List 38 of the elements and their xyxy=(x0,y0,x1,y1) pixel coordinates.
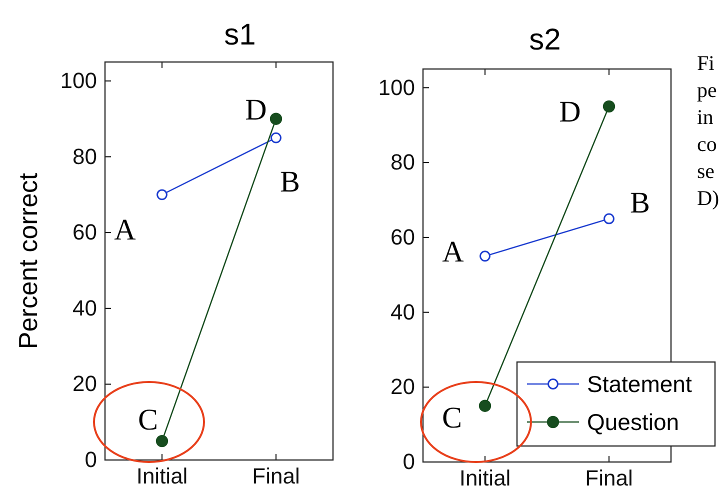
annotation: C xyxy=(138,404,158,436)
chart-title: s1 xyxy=(224,18,256,52)
y-tick-label: 20 xyxy=(390,374,415,400)
y-tick-label: 60 xyxy=(72,220,97,245)
point xyxy=(156,189,168,200)
annotation: B xyxy=(630,186,650,220)
annotation: D xyxy=(245,94,267,126)
x-tick-label: Final xyxy=(585,466,633,491)
annotation: B xyxy=(280,166,300,198)
point xyxy=(602,100,616,113)
text: C xyxy=(442,402,462,434)
point xyxy=(156,434,168,448)
y-axis-title: Percent correct xyxy=(13,172,43,350)
y-tick-label: 0 xyxy=(402,449,415,474)
x-tick-label: Initial xyxy=(136,464,188,489)
point xyxy=(604,213,614,224)
y-tick-label: 40 xyxy=(390,299,415,324)
text: A xyxy=(442,236,464,268)
annotation: A xyxy=(114,214,136,246)
y-tick-label: 80 xyxy=(390,150,415,175)
chart-title: s2 xyxy=(529,24,561,56)
y-tick-label: 60 xyxy=(390,224,415,250)
y-tick-label: 20 xyxy=(72,371,97,396)
point xyxy=(270,112,282,125)
y-tick-label: 0 xyxy=(84,447,97,472)
text: Fi pe in co se D) xyxy=(697,51,720,210)
y-tick-label: 100 xyxy=(378,74,415,100)
y-tick-label: 100 xyxy=(60,68,97,93)
point xyxy=(480,250,490,262)
y-tick-label: 40 xyxy=(72,295,97,320)
point xyxy=(270,132,282,144)
legend-label: Statement xyxy=(587,371,692,397)
legend-label: Question xyxy=(587,409,680,435)
x-tick-label: Final xyxy=(252,464,300,489)
point xyxy=(478,400,492,412)
annotation: D xyxy=(559,96,581,128)
y-tick-label: 80 xyxy=(72,144,97,169)
x-tick-label: Initial xyxy=(459,466,511,491)
